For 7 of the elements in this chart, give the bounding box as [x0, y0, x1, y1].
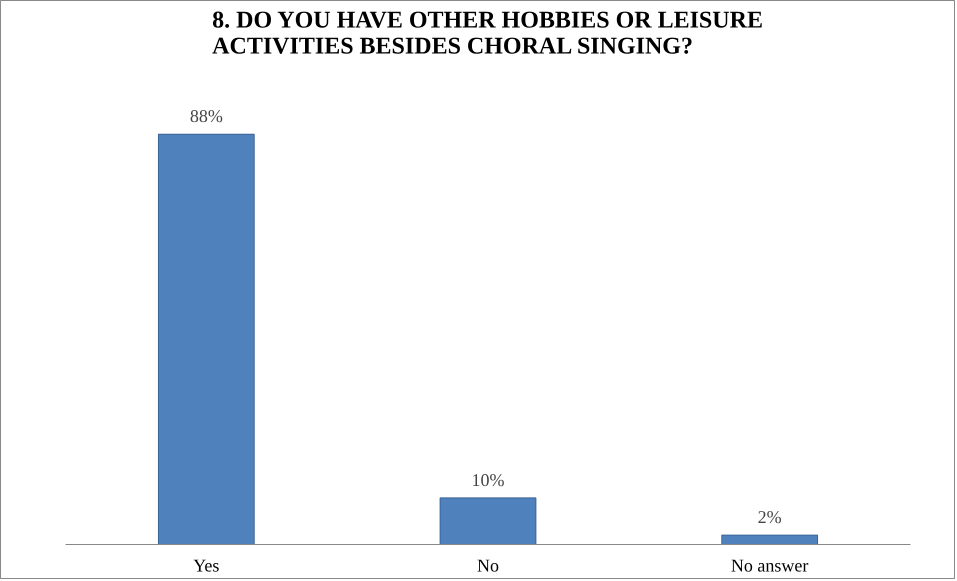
chart-title: 8. DO YOU HAVE OTHER HOBBIES OR LEISURE ACTIVITIES BESIDES CHORAL SINGING? — [212, 8, 763, 60]
data-label: 88% — [190, 106, 223, 126]
x-tick-label: No — [477, 556, 499, 576]
data-label: 2% — [758, 507, 782, 528]
data-label: 10% — [472, 470, 505, 490]
x-tick-label: Yes — [193, 556, 220, 576]
x-tick-label: No answer — [730, 556, 808, 576]
